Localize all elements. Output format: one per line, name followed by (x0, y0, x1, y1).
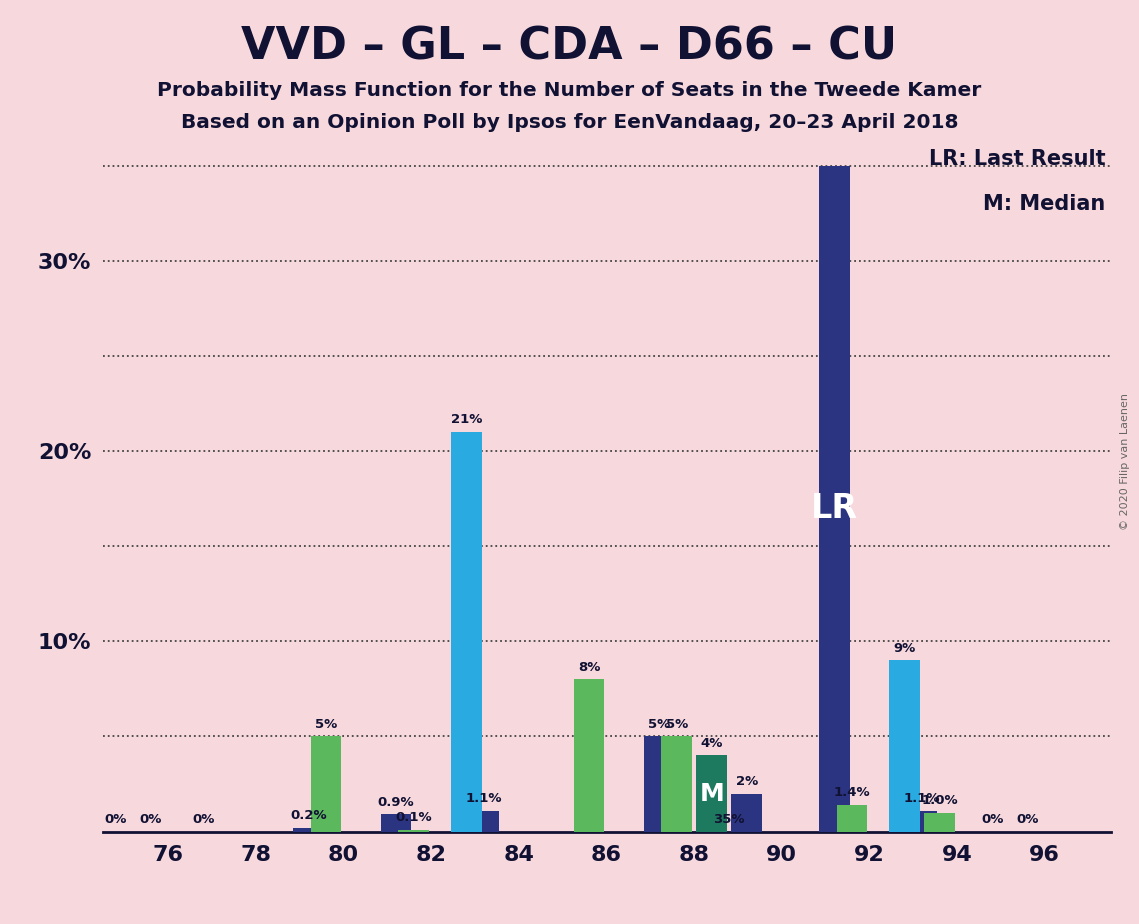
Bar (837, 805, 867, 832)
Text: 0%: 0% (1016, 813, 1039, 826)
Bar (924, 812, 954, 832)
Bar (451, 432, 482, 832)
Text: 0.9%: 0.9% (378, 796, 415, 808)
Text: 5%: 5% (314, 718, 337, 731)
Text: 2%: 2% (736, 775, 757, 788)
Text: © 2020 Filip van Laenen: © 2020 Filip van Laenen (1121, 394, 1130, 530)
Text: 0%: 0% (105, 813, 126, 826)
Bar (574, 679, 605, 832)
Text: VVD – GL – CDA – D66 – CU: VVD – GL – CDA – D66 – CU (241, 26, 898, 69)
Text: LR: LR (811, 492, 858, 525)
Text: 4%: 4% (700, 736, 723, 749)
Text: 1.1%: 1.1% (904, 792, 941, 805)
Text: M: Median: M: Median (983, 194, 1106, 214)
Text: 1.0%: 1.0% (921, 794, 958, 807)
Text: 0.1%: 0.1% (395, 811, 432, 824)
Text: 8%: 8% (577, 661, 600, 674)
Text: 1.4%: 1.4% (834, 786, 870, 799)
Text: 0.2%: 0.2% (290, 809, 327, 822)
Bar (819, 165, 850, 832)
Text: 35%: 35% (713, 813, 745, 826)
Bar (380, 814, 411, 832)
Bar (907, 810, 937, 832)
Text: 21%: 21% (451, 413, 482, 426)
Text: Probability Mass Function for the Number of Seats in the Tweede Kamer: Probability Mass Function for the Number… (157, 81, 982, 101)
Text: 5%: 5% (665, 718, 688, 731)
Bar (468, 810, 499, 832)
Bar (311, 736, 342, 832)
Text: 0%: 0% (981, 813, 1003, 826)
Text: Based on an Opinion Poll by Ipsos for EenVandaag, 20–23 April 2018: Based on an Opinion Poll by Ipsos for Ee… (181, 113, 958, 132)
Bar (399, 830, 429, 832)
Text: 5%: 5% (648, 718, 670, 731)
Text: 0%: 0% (140, 813, 162, 826)
Text: 1.1%: 1.1% (466, 792, 502, 805)
Bar (293, 828, 323, 832)
Text: M: M (699, 782, 724, 806)
Text: LR: Last Result: LR: Last Result (929, 149, 1106, 169)
Bar (644, 736, 674, 832)
Text: 0%: 0% (192, 813, 214, 826)
Bar (696, 756, 727, 832)
Text: 9%: 9% (893, 641, 916, 654)
Bar (731, 794, 762, 832)
Bar (662, 736, 693, 832)
Bar (890, 661, 920, 832)
